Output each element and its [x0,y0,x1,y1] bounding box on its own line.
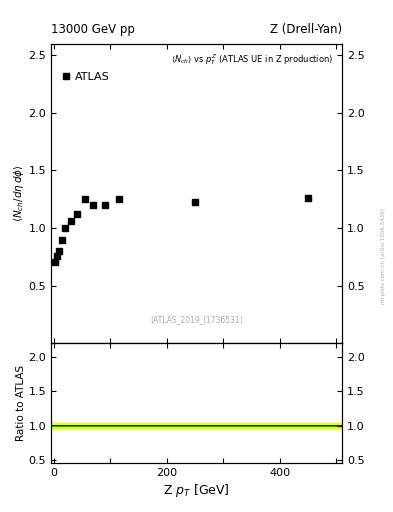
Text: mcplots.cern.ch [arXiv:1306.3436]: mcplots.cern.ch [arXiv:1306.3436] [381,208,386,304]
ATLAS [53,259,57,265]
X-axis label: Z $p_T$ [GeV]: Z $p_T$ [GeV] [163,482,230,499]
ATLAS [54,253,59,259]
ATLAS [74,211,79,217]
ATLAS [103,202,107,208]
Text: (ATLAS_2019_I1736531): (ATLAS_2019_I1736531) [150,315,243,324]
Y-axis label: $\langle N_{ch}/d\eta\, d\phi\rangle$: $\langle N_{ch}/d\eta\, d\phi\rangle$ [12,165,26,222]
Text: $\langle N_{ch}\rangle$ vs $p_T^Z$ (ATLAS UE in Z production): $\langle N_{ch}\rangle$ vs $p_T^Z$ (ATLA… [171,53,333,68]
ATLAS [63,225,68,231]
ATLAS [306,195,310,201]
ATLAS [193,199,197,205]
Text: Z (Drell-Yan): Z (Drell-Yan) [270,23,342,36]
Legend: ATLAS: ATLAS [60,70,112,84]
ATLAS [59,237,64,243]
Y-axis label: Ratio to ATLAS: Ratio to ATLAS [16,366,26,441]
ATLAS [57,248,61,254]
ATLAS [68,218,73,224]
Line: ATLAS: ATLAS [52,195,311,264]
ATLAS [116,196,121,202]
ATLAS [83,196,87,202]
ATLAS [91,202,96,208]
Text: 13000 GeV pp: 13000 GeV pp [51,23,135,36]
